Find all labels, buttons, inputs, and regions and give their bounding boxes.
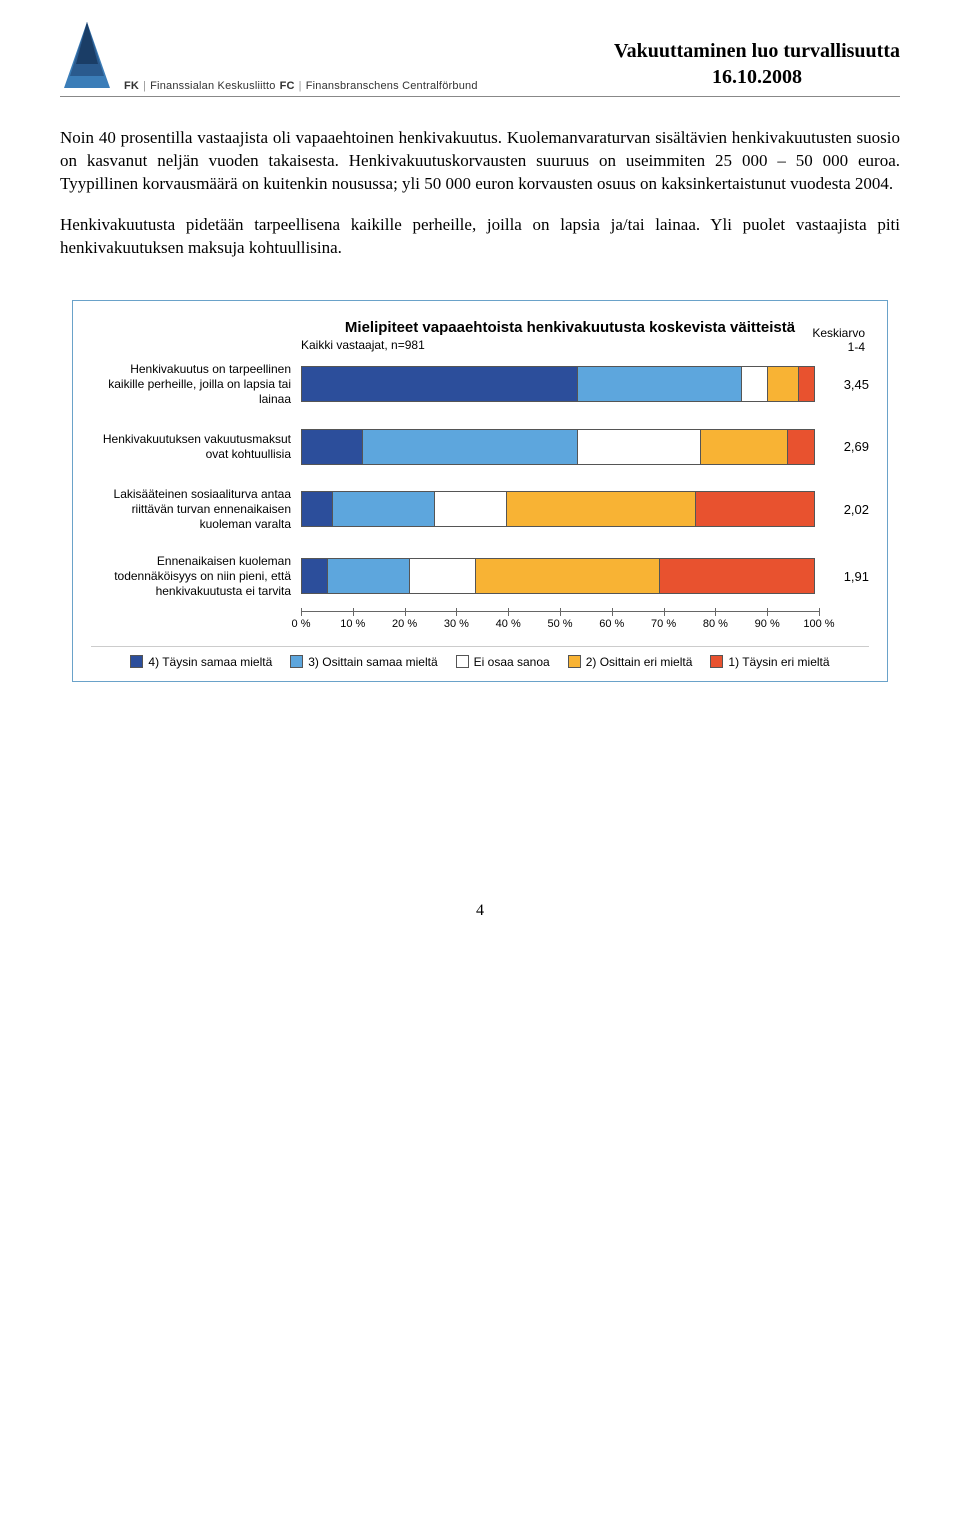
paragraph-2: Henkivakuutusta pidetään tarpeellisena k…: [60, 214, 900, 260]
bar-segment: [333, 492, 435, 526]
doc-date: 16.10.2008: [614, 64, 900, 90]
legend-item: Ei osaa sanoa: [456, 655, 550, 669]
page-header: FK | Finanssialan Keskusliitto FC | Fina…: [60, 20, 900, 97]
bar-segment: [302, 559, 328, 593]
axis-tick-label: 40 %: [496, 618, 521, 630]
row-average: 2,02: [815, 502, 869, 517]
axis-tick-label: 70 %: [651, 618, 676, 630]
paragraph-1: Noin 40 prosentilla vastaajista oli vapa…: [60, 127, 900, 196]
row-label: Lakisääteinen sosiaaliturva antaa riittä…: [91, 487, 301, 532]
chart-row: Henkivakuutuksen vakuutusmaksut ovat koh…: [91, 429, 869, 465]
axis-tick-label: 90 %: [755, 618, 780, 630]
org-sv: Finansbranschens Centralförbund: [306, 80, 478, 92]
legend-item: 3) Osittain samaa mieltä: [290, 655, 437, 669]
org-fk: FK: [124, 80, 139, 92]
bar-segment: [696, 492, 814, 526]
bar-segment: [742, 367, 768, 401]
axis-tick-label: 10 %: [340, 618, 365, 630]
axis-tick-label: 80 %: [703, 618, 728, 630]
org-name: FK | Finanssialan Keskusliitto FC | Fina…: [124, 80, 478, 92]
axis-tick-label: 60 %: [599, 618, 624, 630]
row-average: 3,45: [815, 377, 869, 392]
chart-row: Ennenaikaisen kuoleman todennäköisyys on…: [91, 554, 869, 599]
row-label: Ennenaikaisen kuoleman todennäköisyys on…: [91, 554, 301, 599]
chart-row: Lakisääteinen sosiaaliturva antaa riittä…: [91, 487, 869, 532]
legend-label: Ei osaa sanoa: [474, 655, 550, 669]
legend-item: 1) Täysin eri mieltä: [710, 655, 829, 669]
bar-segment: [410, 559, 477, 593]
row-average: 1,91: [815, 569, 869, 584]
legend-label: 3) Osittain samaa mieltä: [308, 655, 437, 669]
axis-tick-label: 30 %: [444, 618, 469, 630]
axis-tick-label: 0 %: [292, 618, 311, 630]
bar-segment: [328, 559, 410, 593]
bar-segment: [302, 367, 578, 401]
legend-label: 4) Täysin samaa mieltä: [148, 655, 272, 669]
bar-segment: [578, 430, 701, 464]
doc-title: Vakuuttaminen luo turvallisuutta: [614, 38, 900, 64]
page-number: 4: [60, 902, 900, 920]
legend-swatch: [710, 655, 723, 668]
page: FK | Finanssialan Keskusliitto FC | Fina…: [0, 0, 960, 960]
legend-swatch: [568, 655, 581, 668]
axis-tick-label: 20 %: [392, 618, 417, 630]
body-text: Noin 40 prosentilla vastaajista oli vapa…: [60, 127, 900, 260]
legend-item: 4) Täysin samaa mieltä: [130, 655, 272, 669]
stacked-bar: [301, 491, 815, 527]
x-axis: 0 % 10 % 20 % 30 % 40 % 50 % 60 % 70 % 80 % 90 % 1…: [91, 611, 869, 632]
legend-item: 2) Osittain eri mieltä: [568, 655, 693, 669]
header-title-block: Vakuuttaminen luo turvallisuutta 16.10.2…: [614, 38, 900, 92]
legend-swatch: [130, 655, 143, 668]
stacked-bar: [301, 366, 815, 402]
legend-swatch: [290, 655, 303, 668]
bar-segment: [660, 559, 814, 593]
bar-segment: [578, 367, 742, 401]
bar-segment: [507, 492, 696, 526]
logo-icon: [60, 20, 114, 92]
stacked-bar: [301, 429, 815, 465]
bar-segment: [302, 492, 333, 526]
row-average: 2,69: [815, 439, 869, 454]
chart-frame: Mielipiteet vapaaehtoista henkivakuutust…: [72, 300, 888, 682]
legend-label: 2) Osittain eri mieltä: [586, 655, 693, 669]
legend-label: 1) Täysin eri mieltä: [728, 655, 829, 669]
bar-segment: [363, 430, 578, 464]
bar-segment: [799, 367, 814, 401]
legend: 4) Täysin samaa mieltä 3) Osittain samaa …: [91, 646, 869, 669]
chart-title: Mielipiteet vapaaehtoista henkivakuutust…: [271, 319, 869, 336]
axis-tick-label: 50 %: [547, 618, 572, 630]
org-fc: FC: [280, 80, 295, 92]
bar-segment: [476, 559, 660, 593]
row-label: Henkivakuutus on tarpeellinen kaikille p…: [91, 362, 301, 407]
stacked-bar: [301, 558, 815, 594]
bar-segment: [435, 492, 507, 526]
bar-segment: [768, 367, 799, 401]
axis-tick-label: 100 %: [803, 618, 834, 630]
bar-segment: [302, 430, 363, 464]
row-label: Henkivakuutuksen vakuutusmaksut ovat koh…: [91, 432, 301, 462]
legend-swatch: [456, 655, 469, 668]
chart-row: Henkivakuutus on tarpeellinen kaikille p…: [91, 362, 869, 407]
bar-segment: [701, 430, 788, 464]
bar-segment: [788, 430, 814, 464]
org-fi: Finanssialan Keskusliitto: [150, 80, 275, 92]
chart-rows: Henkivakuutus on tarpeellinen kaikille p…: [91, 362, 869, 599]
